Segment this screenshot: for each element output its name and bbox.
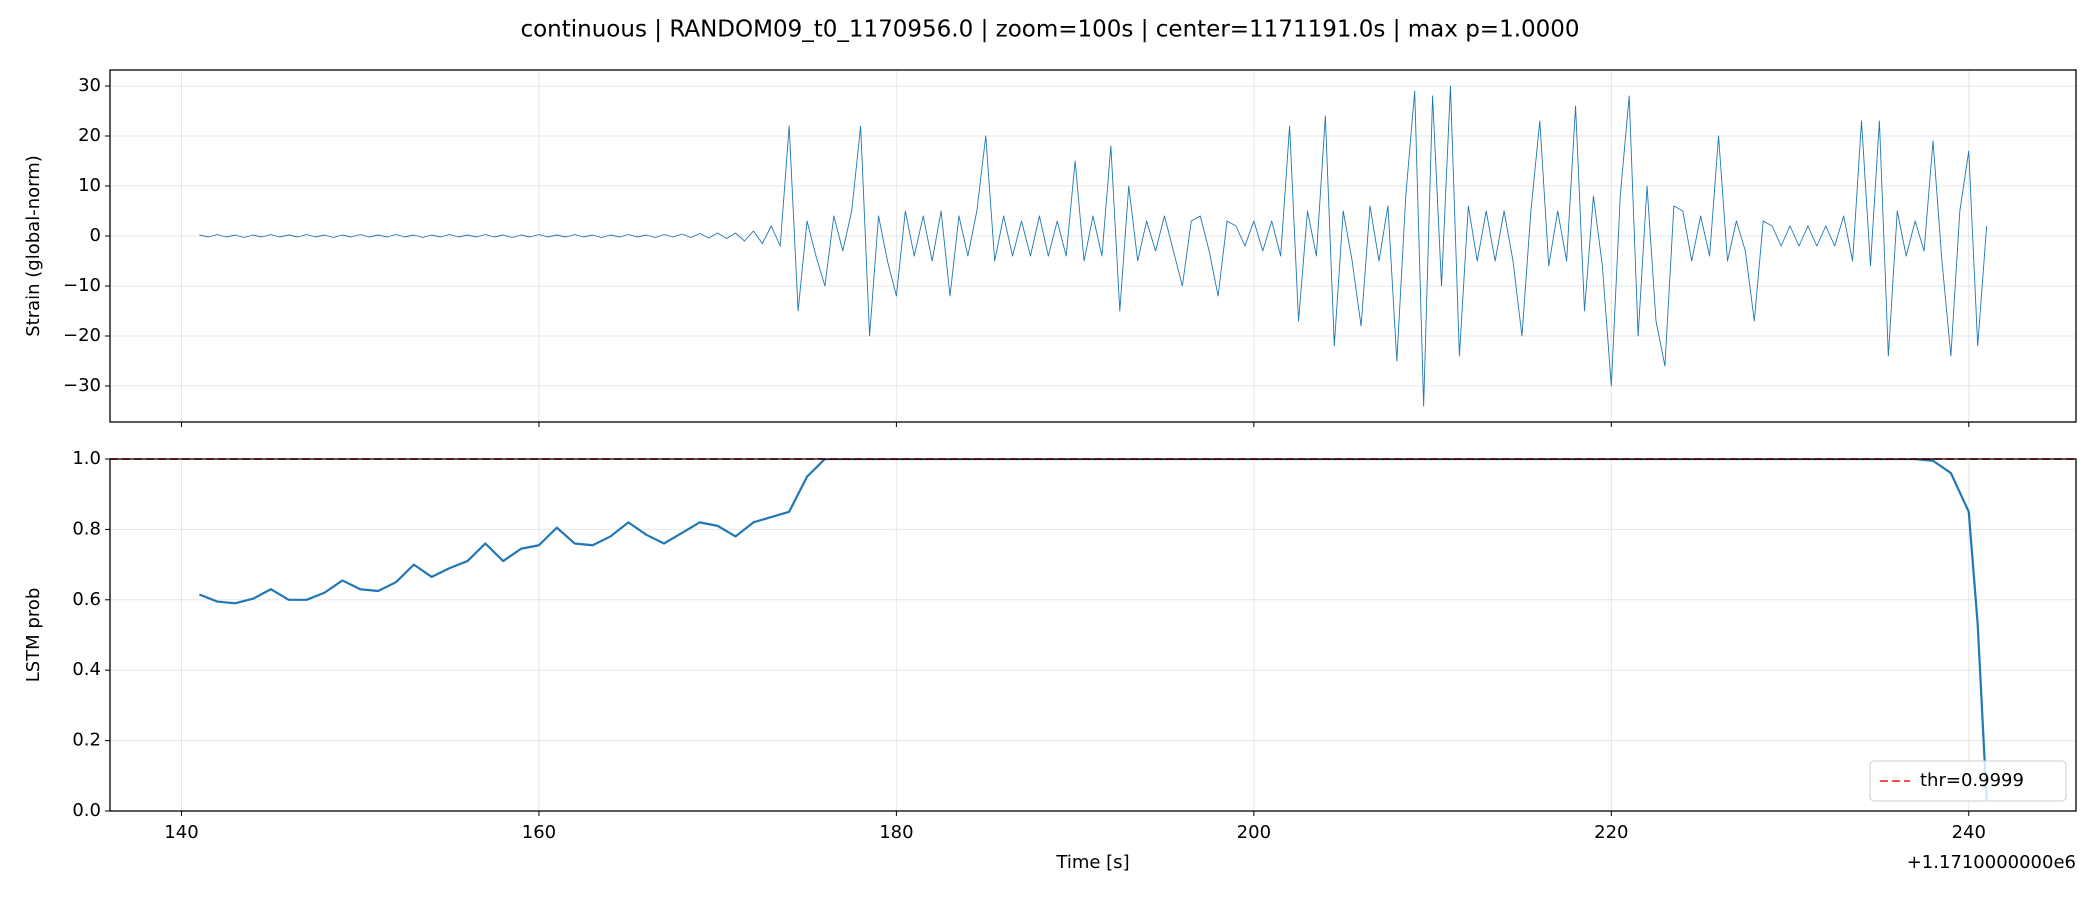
y-axis-label: Strain (global-norm): [23, 155, 44, 337]
x-tick-label: 240: [1952, 822, 1986, 843]
y-tick-label: 10: [78, 175, 101, 196]
y-tick-label: 0.8: [72, 518, 101, 539]
x-offset-label: +1.1710000000e6: [1907, 852, 2076, 873]
y-tick-label: 0.4: [72, 659, 101, 680]
figure-title: continuous | RANDOM09_t0_1170956.0 | zoo…: [520, 17, 1579, 43]
y-tick-label: −10: [63, 275, 101, 296]
x-tick-label: 160: [522, 822, 556, 843]
data-line: [199, 85, 1988, 407]
y-tick-label: 0.2: [72, 730, 101, 751]
legend-label: thr=0.9999: [1920, 770, 2024, 791]
axes-frame: [109, 69, 2077, 423]
x-tick-label: 200: [1237, 822, 1271, 843]
x-axis-label: Time [s]: [1055, 852, 1129, 873]
x-tick-label: 220: [1594, 822, 1628, 843]
axes-frame: [109, 458, 2077, 812]
y-tick-label: 1.0: [72, 448, 101, 469]
x-tick-label: 180: [879, 822, 913, 843]
x-tick-label: 140: [164, 822, 198, 843]
y-axis-label: LSTM prob: [23, 588, 44, 683]
y-tick-label: 0: [90, 225, 101, 246]
y-tick-label: −30: [63, 375, 101, 396]
y-tick-label: 0.6: [72, 589, 101, 610]
legend-box: [1869, 760, 2067, 802]
y-tick-label: 30: [78, 75, 101, 96]
y-tick-label: 20: [78, 125, 101, 146]
y-tick-label: 0.0: [72, 800, 101, 821]
y-tick-label: −20: [63, 325, 101, 346]
data-line: [198, 459, 1988, 801]
